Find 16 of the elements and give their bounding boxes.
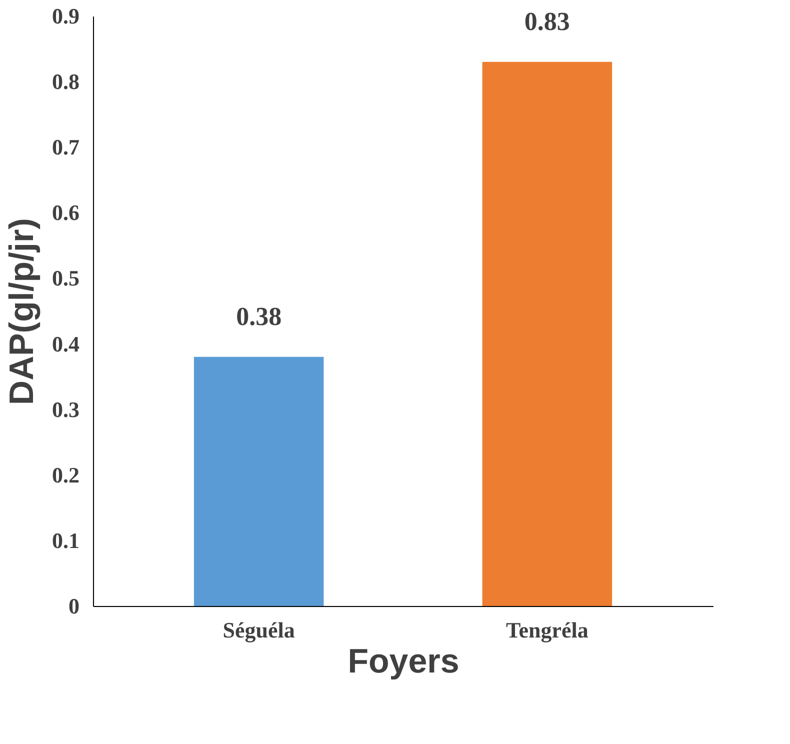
y-tick-label: 0.3 — [52, 396, 80, 422]
y-tick-label: 0.7 — [52, 134, 80, 160]
y-tick-label: 0.2 — [52, 462, 80, 488]
y-tick-label: 0.1 — [52, 528, 80, 553]
x-tick-label: Tengréla — [506, 618, 588, 642]
y-tick-label: 0.5 — [52, 266, 80, 291]
x-tick-label: Séguéla — [222, 618, 295, 642]
data-label: 0.83 — [524, 6, 570, 36]
y-tick-label: 0.6 — [52, 200, 80, 226]
y-tick-label: 0.9 — [52, 4, 80, 28]
x-axis-title: Foyers — [348, 642, 460, 680]
y-tick-label: 0.4 — [52, 331, 80, 356]
y-axis-title: DAP(gl/p/jr) — [3, 218, 41, 405]
y-tick-label: 0 — [68, 594, 80, 618]
data-label: 0.38 — [236, 302, 282, 331]
y-tick-label: 0.8 — [52, 69, 80, 94]
